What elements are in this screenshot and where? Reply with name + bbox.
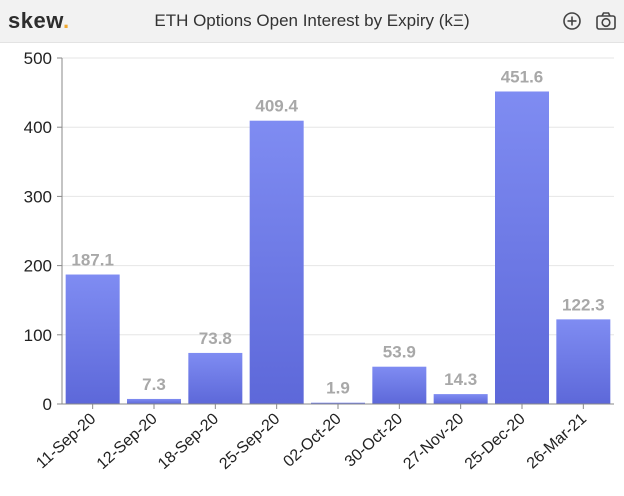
bar[interactable] [65, 274, 120, 404]
skew-logo: skew. [8, 8, 70, 34]
x-tick-label: 25-Sep-20 [216, 410, 283, 473]
bar[interactable] [495, 91, 549, 404]
bar[interactable] [556, 319, 611, 404]
x-tick-label: 02-Oct-20 [280, 410, 344, 470]
x-axis: 11-Sep-2012-Sep-2018-Sep-2025-Sep-2002-O… [33, 403, 614, 473]
bar-value-label: 73.8 [199, 329, 232, 348]
x-tick-label: 12-Sep-20 [94, 410, 161, 473]
bar-value-label: 14.3 [444, 370, 477, 389]
bars: 187.1 7.3 73.8 409.4 1.9 53.9 14.3 451.6 122.3 [65, 67, 611, 405]
bar[interactable] [188, 352, 243, 404]
chart-header: skew. ETH Options Open Interest by Expir… [0, 0, 624, 43]
y-tick-label: 500 [24, 49, 52, 68]
x-tick-label: 11-Sep-20 [33, 410, 99, 472]
bar-value-label: 7.3 [142, 375, 166, 394]
zoom-in-icon[interactable] [561, 10, 583, 32]
x-tick-label: 25-Dec-20 [462, 410, 529, 473]
bar[interactable] [249, 120, 304, 405]
logo-text: skew [8, 8, 64, 33]
camera-icon[interactable] [595, 10, 617, 32]
y-tick-label: 300 [24, 187, 52, 206]
bar-value-label: 451.6 [501, 67, 544, 86]
chart-title: ETH Options Open Interest by Expiry (kΞ) [154, 11, 470, 30]
logo-dot: . [63, 8, 70, 33]
bar-value-label: 53.9 [383, 343, 416, 362]
bar-value-label: 1.9 [326, 379, 350, 398]
bar-value-label: 187.1 [71, 251, 114, 270]
x-tick-label: 26-Mar-21 [524, 410, 590, 472]
x-tick-label: 27-Nov-20 [400, 410, 467, 473]
y-tick-label: 200 [24, 257, 52, 276]
x-tick-label: 30-Oct-20 [342, 410, 406, 470]
bar[interactable] [127, 398, 181, 404]
bar[interactable] [372, 366, 427, 404]
y-tick-label: 0 [43, 395, 52, 414]
x-tick-label: 18-Sep-20 [155, 410, 222, 473]
y-tick-label: 100 [24, 326, 52, 345]
bar[interactable] [311, 402, 365, 404]
bar[interactable] [433, 394, 488, 404]
bar-value-label: 409.4 [255, 97, 298, 116]
bar-value-label: 122.3 [562, 295, 605, 314]
bar-chart: 0 100 200 300 400 500 187.1 7.3 73.8 409.4 1.9 53.… [24, 49, 614, 473]
y-axis: 0 100 200 300 400 500 [24, 49, 63, 414]
y-tick-label: 400 [24, 118, 52, 137]
